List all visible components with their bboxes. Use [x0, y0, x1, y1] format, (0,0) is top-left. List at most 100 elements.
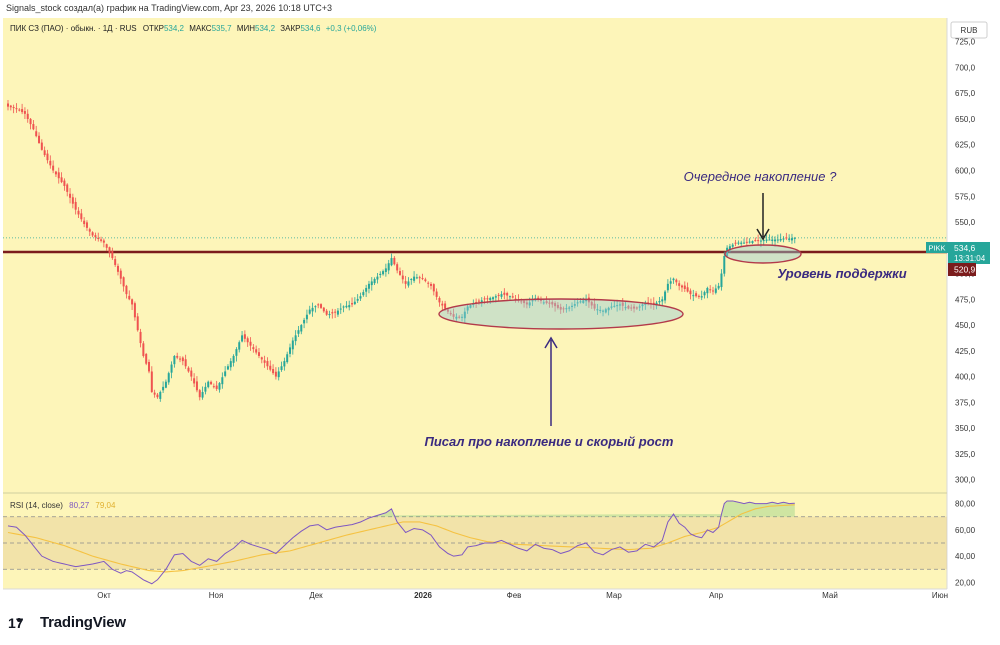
candle-body — [754, 240, 757, 242]
new-accumulation-ellipse[interactable] — [724, 244, 802, 264]
candle-body — [790, 238, 793, 241]
candle-body — [571, 305, 573, 307]
candle-body — [759, 240, 762, 242]
candle-body — [286, 354, 289, 363]
candle-body — [7, 103, 9, 107]
candle-body — [554, 303, 557, 307]
annotation-accumulation-growth[interactable]: Писал про накопление и скорый рост — [425, 434, 674, 449]
candle-body — [398, 271, 401, 275]
time-tick-label: Ноя — [209, 591, 224, 600]
candle-body — [765, 239, 768, 241]
candle-body — [15, 108, 18, 110]
candle-body — [187, 367, 190, 372]
candle-body — [128, 295, 131, 300]
candle-body — [788, 238, 791, 240]
rsi-tick-label: 80,00 — [955, 500, 976, 509]
candle-body — [342, 306, 345, 308]
candle-body — [458, 316, 461, 318]
candle-body — [353, 301, 356, 305]
legend-close-value: 534,6 — [300, 24, 321, 33]
candle-body — [193, 378, 196, 384]
candle-body — [666, 283, 669, 291]
candle-body — [170, 364, 173, 373]
rsi-pane[interactable]: 80,00 60,00 40,00 20,00 — [3, 500, 976, 588]
price-badge: PIKK 534,6 13:31:04 — [926, 242, 990, 264]
candle-body — [229, 361, 232, 368]
candle-body — [63, 180, 66, 186]
candle-body — [714, 288, 717, 293]
candle-body — [776, 239, 779, 241]
price-tick-label: 325,0 — [955, 450, 976, 459]
candle-body — [257, 352, 260, 356]
candle-body — [133, 303, 136, 318]
candle-body — [706, 287, 709, 294]
time-tick-label: Окт — [97, 591, 111, 600]
candle-body — [413, 276, 416, 281]
candle-body — [689, 290, 692, 295]
candle-body — [88, 229, 91, 232]
time-axis[interactable]: Окт Ноя Дек 2026 Фев Мар Апр Май Июн — [97, 591, 948, 600]
candle-body — [624, 307, 627, 309]
candle-body — [122, 277, 125, 287]
candle-body — [119, 270, 122, 279]
legend-low-label: МИН — [237, 24, 255, 33]
candle-body — [289, 347, 291, 354]
price-tick-label: 425,0 — [955, 347, 976, 356]
candle-body — [511, 296, 514, 298]
support-badge-value: 520,9 — [954, 265, 976, 275]
price-tick-label: 675,0 — [955, 89, 976, 98]
price-badge-ticker: PIKK — [928, 244, 945, 253]
currency-selector[interactable] — [950, 21, 988, 39]
candle-body — [638, 306, 641, 308]
candle-body — [69, 193, 72, 198]
candle-body — [210, 381, 213, 385]
candle-body — [610, 306, 613, 308]
candle-body — [376, 276, 379, 280]
annotation-next-accumulation[interactable]: Очередное накопление ? — [684, 169, 837, 184]
price-axis[interactable]: 725,0 700,0 675,0 650,0 625,0 600,0 575,0 550,0… — [955, 38, 976, 485]
tradingview-logo-text: TradingView — [40, 614, 126, 631]
candle-body — [325, 310, 328, 315]
candle-body — [441, 303, 444, 306]
svg-text:17: 17 — [8, 616, 24, 630]
candle-body — [49, 160, 52, 166]
candle-body — [525, 302, 528, 305]
price-tick-label: 475,0 — [955, 295, 976, 304]
candle-body — [260, 357, 263, 360]
candle-body — [404, 281, 407, 284]
candle-body — [593, 303, 596, 309]
candle-body — [21, 109, 24, 113]
candle-body — [793, 237, 796, 239]
candle-body — [176, 355, 179, 358]
candle-body — [40, 142, 43, 150]
candle-body — [483, 298, 486, 300]
candle-body — [12, 107, 15, 109]
candle-body — [779, 239, 782, 241]
candle-body — [317, 304, 320, 306]
candle-body — [432, 284, 435, 292]
chart-container[interactable]: ПИК СЗ (ПАО) · обыкн. · 1Д · RUS ОТКР534… — [0, 18, 1000, 606]
candle-body — [238, 342, 241, 350]
candle-body — [599, 309, 602, 311]
candle-body — [774, 239, 777, 242]
accumulation-ellipse[interactable] — [438, 298, 684, 330]
price-tick-label: 300,0 — [955, 476, 976, 485]
candle-body — [255, 349, 258, 353]
candle-body — [52, 165, 55, 171]
candle-body — [359, 296, 362, 299]
candle-body — [153, 392, 156, 395]
candle-body — [218, 383, 221, 390]
candle-body — [356, 298, 359, 301]
legend-change: +0,3 (+0,06%) — [326, 24, 377, 33]
price-chart[interactable]: ПИК СЗ (ПАО) · обыкн. · 1Д · RUS ОТКР534… — [0, 18, 1000, 606]
annotation-support-level[interactable]: Уровень поддержки — [777, 266, 906, 281]
candle-body — [150, 371, 153, 393]
candle-body — [308, 309, 311, 314]
candle-body — [224, 371, 227, 376]
candle-body — [32, 124, 35, 130]
rsi-ma-line — [7, 504, 795, 573]
candle-body — [159, 392, 162, 399]
candle-body — [334, 311, 337, 313]
candle-body — [421, 278, 424, 280]
candle-body — [311, 307, 314, 312]
